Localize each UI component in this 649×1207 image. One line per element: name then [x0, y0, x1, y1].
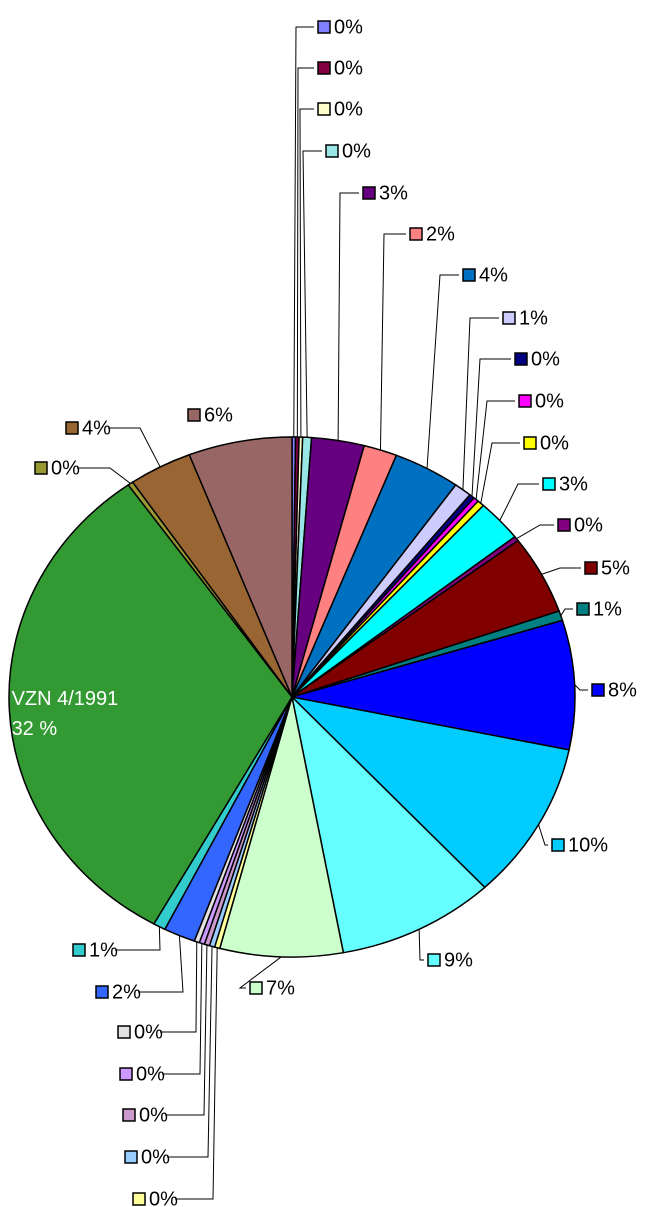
label-swatch: [119, 1067, 133, 1081]
label-swatch: [72, 943, 86, 957]
leader-line: [480, 442, 520, 504]
label-swatch: [514, 352, 528, 366]
data-label: 2%: [112, 981, 141, 1003]
slice-value: 32 %: [12, 718, 58, 740]
leader-line: [160, 941, 198, 1033]
leader-line: [162, 943, 203, 1075]
label-swatch: [409, 227, 423, 241]
leader-line: [138, 935, 184, 993]
label-swatch: [542, 477, 556, 491]
data-label: 8%: [608, 679, 637, 701]
label-swatch: [362, 186, 376, 200]
data-label: 9%: [444, 949, 473, 971]
label-swatch: [518, 394, 532, 408]
label-swatch: [557, 518, 571, 532]
data-label: 2%: [426, 223, 455, 245]
label-swatch: [317, 102, 331, 116]
leader-line: [302, 150, 322, 438]
leader-line: [462, 317, 499, 490]
label-swatch: [427, 953, 441, 967]
leader-line: [538, 824, 548, 846]
leader-line: [175, 947, 218, 1200]
label-swatch: [65, 421, 79, 435]
label-swatch: [317, 20, 331, 34]
pie-slice: [188, 436, 293, 698]
leaders: [77, 26, 588, 1200]
leader-line: [418, 929, 424, 961]
leader-line: [165, 944, 208, 1116]
label-swatch: [584, 561, 598, 575]
leader-line: [471, 358, 511, 497]
pie-slice: [290, 694, 486, 954]
data-label: 0%: [134, 1021, 163, 1043]
label-swatch: [124, 1150, 138, 1164]
label-swatch: [187, 408, 201, 422]
data-label: 0%: [540, 432, 569, 454]
data-label: 0%: [334, 98, 363, 120]
leader-line: [108, 427, 161, 468]
data-label: 0%: [141, 1146, 170, 1168]
data-label: 10%: [568, 834, 608, 856]
label-swatch: [117, 1025, 131, 1039]
label-swatch: [551, 838, 565, 852]
data-label: 0%: [574, 514, 603, 536]
data-label: 0%: [334, 16, 363, 38]
leader-line: [475, 400, 515, 500]
data-label: 0%: [342, 140, 371, 162]
leader-line: [541, 567, 581, 575]
pie-slice: [8, 483, 293, 925]
label-swatch: [576, 602, 590, 616]
leader-line: [293, 26, 314, 438]
label-swatch: [325, 144, 339, 158]
data-label: 0%: [51, 457, 80, 479]
data-label: 1%: [519, 307, 548, 329]
data-label: 0%: [149, 1188, 178, 1207]
pie-slice: [291, 619, 576, 751]
label-swatch: [95, 985, 109, 999]
label-swatch: [523, 436, 537, 450]
label-swatch: [317, 61, 331, 75]
leader-line: [77, 467, 131, 484]
label-swatch: [462, 268, 476, 282]
data-label: 0%: [531, 348, 560, 370]
data-label: 3%: [559, 473, 588, 495]
slice-name: VZN 4/1991: [12, 688, 119, 710]
label-swatch: [132, 1192, 146, 1206]
label-swatch: [122, 1108, 136, 1122]
data-label: 5%: [601, 557, 630, 579]
leader-line: [379, 233, 406, 451]
label-swatch: [34, 461, 48, 475]
leader-line: [560, 608, 573, 616]
data-label: 7%: [266, 977, 295, 999]
label-swatch: [502, 311, 516, 325]
leader-line: [499, 483, 539, 521]
data-label: 0%: [535, 390, 564, 412]
data-label: 4%: [82, 417, 111, 439]
leader-line: [296, 67, 314, 438]
data-label: 6%: [204, 404, 233, 426]
label-swatch: [591, 683, 605, 697]
leader-line: [115, 926, 161, 951]
leader-line: [167, 946, 213, 1158]
data-label: 0%: [139, 1104, 168, 1126]
label-swatch: [249, 981, 263, 995]
leader-line: [516, 524, 554, 540]
data-label: 3%: [379, 182, 408, 204]
data-label: 4%: [479, 264, 508, 286]
leader-line: [574, 684, 588, 691]
leader-line: [299, 108, 314, 438]
data-label: 0%: [334, 57, 363, 79]
leader-line: [426, 274, 459, 469]
leader-line: [337, 192, 359, 441]
data-label: 0%: [136, 1063, 165, 1085]
data-label: 1%: [593, 598, 622, 620]
leader-line: [238, 956, 282, 989]
pie-slice: [218, 696, 345, 958]
pie-slice: [289, 695, 570, 889]
data-label: 1%: [89, 939, 118, 961]
